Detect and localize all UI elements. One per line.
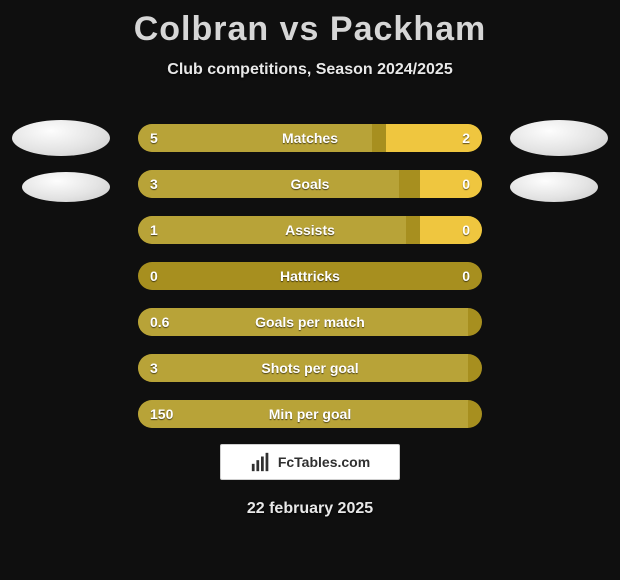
bar-label: Shots per goal [138, 360, 482, 376]
bar-row: 0.6Goals per match [138, 308, 482, 336]
bar-label: Goals [138, 176, 482, 192]
bar-label: Assists [138, 222, 482, 238]
bar-row: 00Hattricks [138, 262, 482, 290]
player2-portrait-top [510, 120, 608, 156]
fctables-logo[interactable]: FcTables.com [220, 444, 400, 480]
bar-row: 3Shots per goal [138, 354, 482, 382]
player1-portrait-top [12, 120, 110, 156]
comparison-bars: 52Matches 30Goals 10Assists 00Hattricks 0.6G… [138, 124, 482, 446]
player2-name: Packham [330, 10, 486, 48]
bar-label: Matches [138, 130, 482, 146]
bar-row: 30Goals [138, 170, 482, 198]
player1-portrait-bottom [22, 172, 110, 202]
bar-row: 150Min per goal [138, 400, 482, 428]
bars-icon [250, 451, 272, 473]
logo-text: FcTables.com [278, 454, 370, 470]
vs-text: vs [280, 10, 320, 48]
bar-row: 52Matches [138, 124, 482, 152]
page-title: Colbran vs Packham [0, 0, 620, 49]
bar-label: Goals per match [138, 314, 482, 330]
bar-row: 10Assists [138, 216, 482, 244]
subtitle: Club competitions, Season 2024/2025 [0, 61, 620, 79]
bar-label: Hattricks [138, 268, 482, 284]
player2-portrait-bottom [510, 172, 598, 202]
bar-label: Min per goal [138, 406, 482, 422]
player1-name: Colbran [134, 10, 269, 48]
date-text: 22 february 2025 [0, 500, 620, 518]
